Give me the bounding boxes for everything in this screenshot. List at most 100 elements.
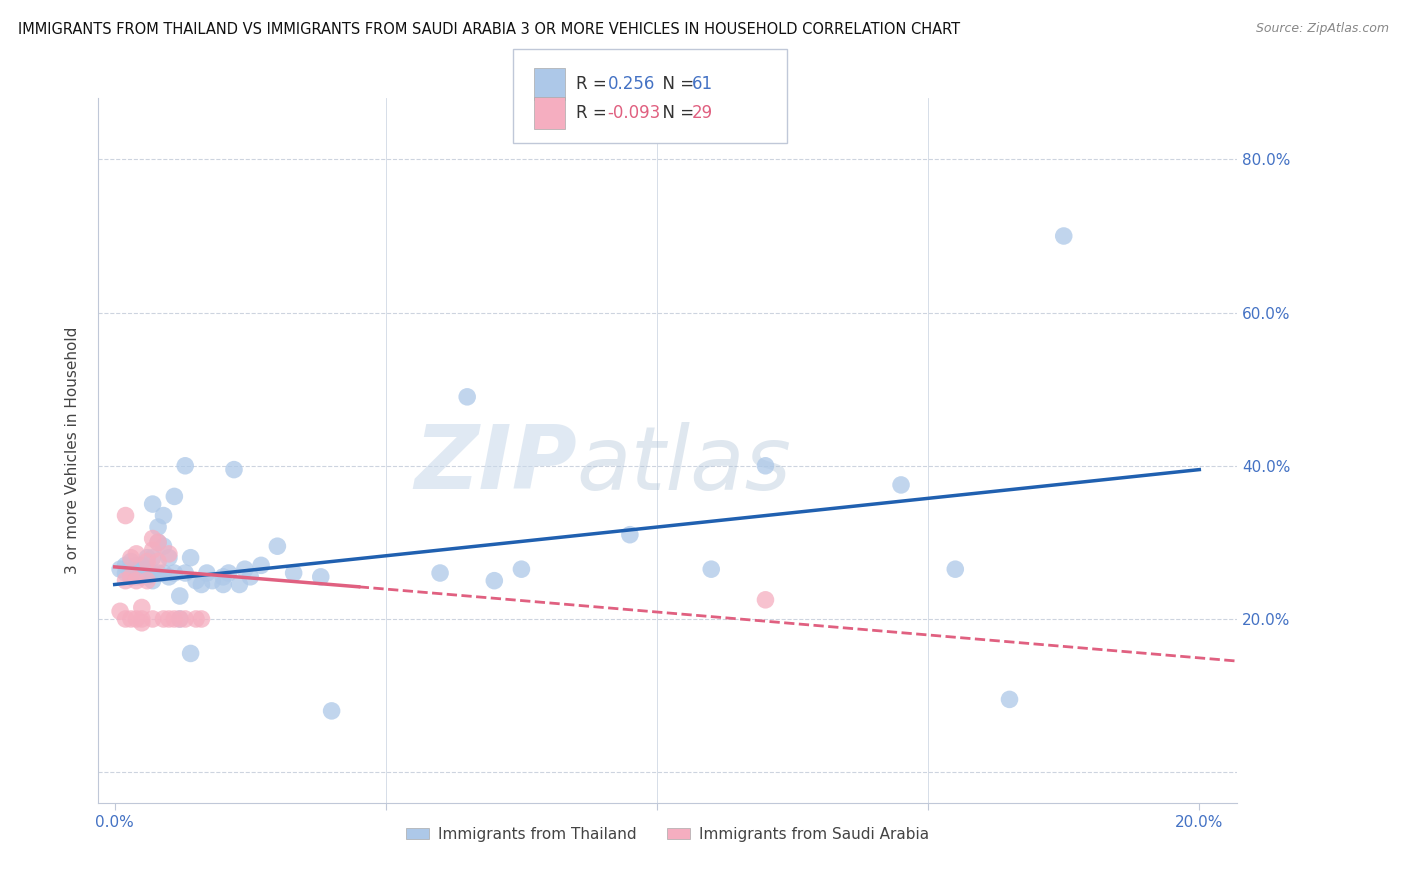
Point xyxy=(222,462,245,476)
Point xyxy=(212,577,235,591)
Point xyxy=(700,562,723,576)
Point xyxy=(152,539,174,553)
Point xyxy=(108,604,131,618)
Text: 61: 61 xyxy=(692,75,713,93)
Point xyxy=(510,562,533,576)
Point xyxy=(201,574,224,588)
Text: 29: 29 xyxy=(692,104,713,122)
Point xyxy=(157,547,180,561)
Point xyxy=(136,555,159,569)
Point xyxy=(120,555,142,569)
Point xyxy=(120,570,142,584)
Point xyxy=(136,570,159,584)
Point xyxy=(146,535,169,549)
Text: atlas: atlas xyxy=(576,422,792,508)
Point xyxy=(180,647,202,661)
Text: 0.256: 0.256 xyxy=(607,75,655,93)
Point xyxy=(131,612,153,626)
Point xyxy=(131,566,153,580)
Legend: Immigrants from Thailand, Immigrants from Saudi Arabia: Immigrants from Thailand, Immigrants fro… xyxy=(399,821,936,848)
Point xyxy=(146,520,169,534)
Point xyxy=(157,570,180,584)
Point xyxy=(429,566,451,580)
Point xyxy=(180,550,202,565)
Point xyxy=(174,612,197,626)
Point xyxy=(125,570,148,584)
Point xyxy=(125,574,148,588)
Point xyxy=(114,558,136,573)
Point xyxy=(169,612,191,626)
Point xyxy=(114,612,136,626)
Point xyxy=(943,562,966,576)
Text: -0.093: -0.093 xyxy=(607,104,661,122)
Point xyxy=(157,550,180,565)
Point xyxy=(146,535,169,549)
Point xyxy=(283,566,305,580)
Point xyxy=(163,566,186,580)
Point xyxy=(120,612,142,626)
Point xyxy=(146,555,169,569)
Point xyxy=(120,570,142,584)
Point xyxy=(998,692,1021,706)
Point xyxy=(131,615,153,630)
Text: N =: N = xyxy=(652,75,700,93)
Point xyxy=(120,550,142,565)
Point xyxy=(163,490,186,504)
Point xyxy=(157,612,180,626)
Point xyxy=(169,612,191,626)
Point xyxy=(754,592,776,607)
Point xyxy=(125,547,148,561)
Point xyxy=(131,558,153,573)
Point xyxy=(142,550,165,565)
Point xyxy=(152,612,174,626)
Point xyxy=(184,612,207,626)
Point xyxy=(131,600,153,615)
Point xyxy=(142,532,165,546)
Point xyxy=(114,566,136,580)
Point xyxy=(136,574,159,588)
Point xyxy=(152,566,174,580)
Point xyxy=(114,574,136,588)
Point xyxy=(890,478,912,492)
Point xyxy=(152,508,174,523)
Point xyxy=(142,497,165,511)
Point xyxy=(233,562,256,576)
Point xyxy=(184,574,207,588)
Point xyxy=(169,589,191,603)
Text: N =: N = xyxy=(652,104,700,122)
Point xyxy=(174,458,197,473)
Y-axis label: 3 or more Vehicles in Household: 3 or more Vehicles in Household xyxy=(65,326,80,574)
Point xyxy=(174,566,197,580)
Point xyxy=(212,570,235,584)
Point xyxy=(321,704,343,718)
Point xyxy=(228,577,250,591)
Point xyxy=(142,612,165,626)
Point xyxy=(125,558,148,573)
Point xyxy=(619,527,641,541)
Text: Source: ZipAtlas.com: Source: ZipAtlas.com xyxy=(1256,22,1389,36)
Point xyxy=(195,566,218,580)
Point xyxy=(108,562,131,576)
Point xyxy=(163,612,186,626)
Point xyxy=(754,458,776,473)
Point xyxy=(239,570,262,584)
Point xyxy=(131,570,153,584)
Point xyxy=(250,558,273,573)
Point xyxy=(266,539,288,553)
Point xyxy=(136,550,159,565)
Point xyxy=(190,577,212,591)
Point xyxy=(142,543,165,558)
Text: R =: R = xyxy=(576,75,613,93)
Point xyxy=(484,574,506,588)
Point xyxy=(114,508,136,523)
Point xyxy=(1053,229,1076,244)
Point xyxy=(142,574,165,588)
Point xyxy=(125,612,148,626)
Point xyxy=(218,566,240,580)
Point xyxy=(456,390,478,404)
Text: IMMIGRANTS FROM THAILAND VS IMMIGRANTS FROM SAUDI ARABIA 3 OR MORE VEHICLES IN H: IMMIGRANTS FROM THAILAND VS IMMIGRANTS F… xyxy=(18,22,960,37)
Point xyxy=(142,566,165,580)
Point xyxy=(136,562,159,576)
Text: R =: R = xyxy=(576,104,613,122)
Point xyxy=(146,566,169,580)
